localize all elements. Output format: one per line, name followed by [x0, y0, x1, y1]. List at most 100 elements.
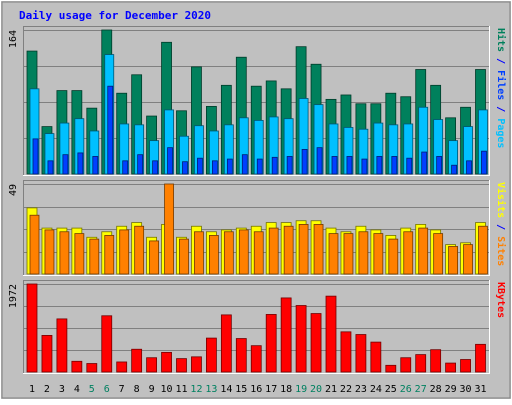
bar-pages-day-14 — [226, 158, 233, 175]
bar-pages-day-21 — [331, 156, 338, 175]
bar-pages-day-3 — [62, 154, 69, 175]
bar-kbytes-day-24 — [370, 341, 382, 373]
bar-pages-day-17 — [271, 156, 278, 175]
bar-pages-day-10 — [167, 147, 173, 175]
bar-kbytes-day-22 — [340, 331, 352, 373]
x-tick-label-day-20: 20 — [310, 384, 322, 395]
bar-kbytes-day-6 — [101, 315, 113, 373]
x-tick-label-day-18: 18 — [280, 384, 292, 395]
bar-sites-day-30 — [463, 244, 473, 275]
x-tick-label-day-28: 28 — [430, 384, 442, 395]
bar-sites-day-6 — [104, 235, 115, 275]
bar-sites-day-2 — [44, 229, 55, 275]
bar-kbytes-day-1 — [26, 283, 38, 373]
legend-entry: / — [495, 52, 506, 70]
bar-sites-day-12 — [194, 231, 204, 275]
x-tick-label-day-12: 12 — [190, 384, 202, 395]
bar-kbytes-day-7 — [116, 361, 128, 373]
bar-pages-day-11 — [182, 161, 188, 175]
bar-pages-day-8 — [137, 154, 144, 175]
bar-pages-day-13 — [211, 160, 218, 175]
x-tick-label-day-23: 23 — [355, 384, 367, 395]
bar-kbytes-day-31 — [475, 343, 486, 373]
bar-sites-day-17 — [268, 227, 279, 275]
bar-sites-day-13 — [208, 235, 219, 275]
bar-kbytes-day-11 — [176, 358, 187, 373]
panel-max-label: 1972 — [8, 284, 19, 308]
bar-kbytes-day-23 — [355, 334, 367, 373]
x-tick-label-day-14: 14 — [220, 384, 232, 395]
bar-kbytes-day-12 — [191, 356, 202, 373]
x-tick-label-day-2: 2 — [44, 384, 50, 395]
bar-kbytes-day-26 — [400, 357, 412, 373]
bar-pages-day-2 — [47, 160, 54, 175]
bar-sites-day-4 — [74, 233, 85, 275]
x-tick-label-day-24: 24 — [370, 384, 382, 395]
panel-max-label: 164 — [8, 30, 19, 48]
x-tick-label-day-21: 21 — [325, 384, 337, 395]
bar-kbytes-day-16 — [250, 345, 262, 373]
bar-sites-day-20 — [313, 224, 324, 275]
bar-kbytes-day-14 — [220, 314, 232, 373]
bar-kbytes-day-10 — [161, 351, 172, 373]
bar-kbytes-day-15 — [235, 338, 247, 373]
bar-kbytes-day-20 — [310, 313, 322, 373]
bar-kbytes-day-13 — [205, 337, 217, 373]
bar-kbytes-day-30 — [460, 359, 471, 373]
x-tick-label-day-26: 26 — [400, 384, 412, 395]
x-tick-label-day-5: 5 — [89, 384, 95, 395]
bar-sites-day-1 — [29, 214, 40, 275]
x-tick-label-day-9: 9 — [149, 384, 155, 395]
bar-sites-day-3 — [59, 231, 70, 275]
panel-legend: Hits / Files / Pages — [495, 28, 507, 148]
bar-pages-day-30 — [466, 160, 472, 175]
x-tick-label-day-13: 13 — [205, 384, 217, 395]
x-tick-label-day-10: 10 — [161, 384, 173, 395]
legend-entry: Pages — [495, 118, 506, 148]
bar-kbytes-day-25 — [385, 364, 397, 373]
bar-kbytes-day-5 — [86, 363, 98, 373]
bar-pages-day-12 — [197, 157, 203, 175]
bar-pages-day-9 — [152, 160, 159, 175]
panel-visits-sites: 49 Visits / Sites — [8, 180, 507, 276]
x-tick-label-day-6: 6 — [104, 384, 110, 395]
bar-pages-day-25 — [391, 156, 398, 175]
bar-sites-day-28 — [433, 233, 444, 275]
bar-sites-day-26 — [403, 231, 414, 275]
x-tick-label-day-16: 16 — [250, 384, 262, 395]
panel-hits-files-pages: 164 Hits / Files / Pages — [8, 26, 507, 176]
panel-legend: KBytes — [495, 282, 506, 318]
x-axis-day-labels: 1 2 3 4 5 6 7 8 9 10 11 12 13 14 15 16 17 18 19 20 21 22 23 24 2… — [29, 384, 487, 395]
bar-sites-day-24 — [373, 233, 384, 275]
legend-entry: Visits — [495, 182, 507, 218]
bar-kbytes-day-27 — [415, 354, 427, 373]
chart-panels: 164 Hits / Files / Pages 49 Visits / Sites 1… — [8, 26, 507, 374]
bar-sites-day-29 — [448, 246, 459, 275]
bar-sites-day-22 — [343, 233, 354, 275]
bar-pages-day-19 — [301, 149, 308, 175]
panel-max-label: 49 — [8, 184, 19, 196]
x-tick-label-day-11: 11 — [175, 384, 187, 395]
x-tick-label-day-17: 17 — [265, 384, 277, 395]
bar-pages-day-29 — [451, 164, 458, 175]
panel-kbytes: 1972 KBytes — [8, 280, 506, 374]
bar-sites-day-14 — [223, 231, 234, 275]
x-tick-label-day-29: 29 — [445, 384, 457, 395]
bar-pages-day-26 — [406, 157, 413, 175]
outer-border-dark — [1, 1, 511, 399]
bar-sites-day-21 — [328, 233, 339, 275]
bar-pages-day-31 — [481, 150, 487, 175]
bar-sites-day-9 — [149, 240, 160, 275]
x-tick-label-day-19: 19 — [295, 384, 307, 395]
bar-pages-day-20 — [316, 147, 323, 175]
x-tick-label-day-27: 27 — [415, 384, 427, 395]
bar-kbytes-day-2 — [41, 335, 53, 373]
bar-sites-day-16 — [253, 231, 264, 275]
bar-kbytes-day-29 — [445, 362, 457, 373]
bar-kbytes-day-9 — [146, 357, 158, 373]
bar-pages-day-6 — [107, 85, 114, 175]
bar-sites-day-10 — [164, 183, 174, 275]
bar-pages-day-7 — [122, 160, 129, 175]
bar-kbytes-day-21 — [325, 295, 337, 373]
bar-sites-day-7 — [119, 229, 130, 275]
